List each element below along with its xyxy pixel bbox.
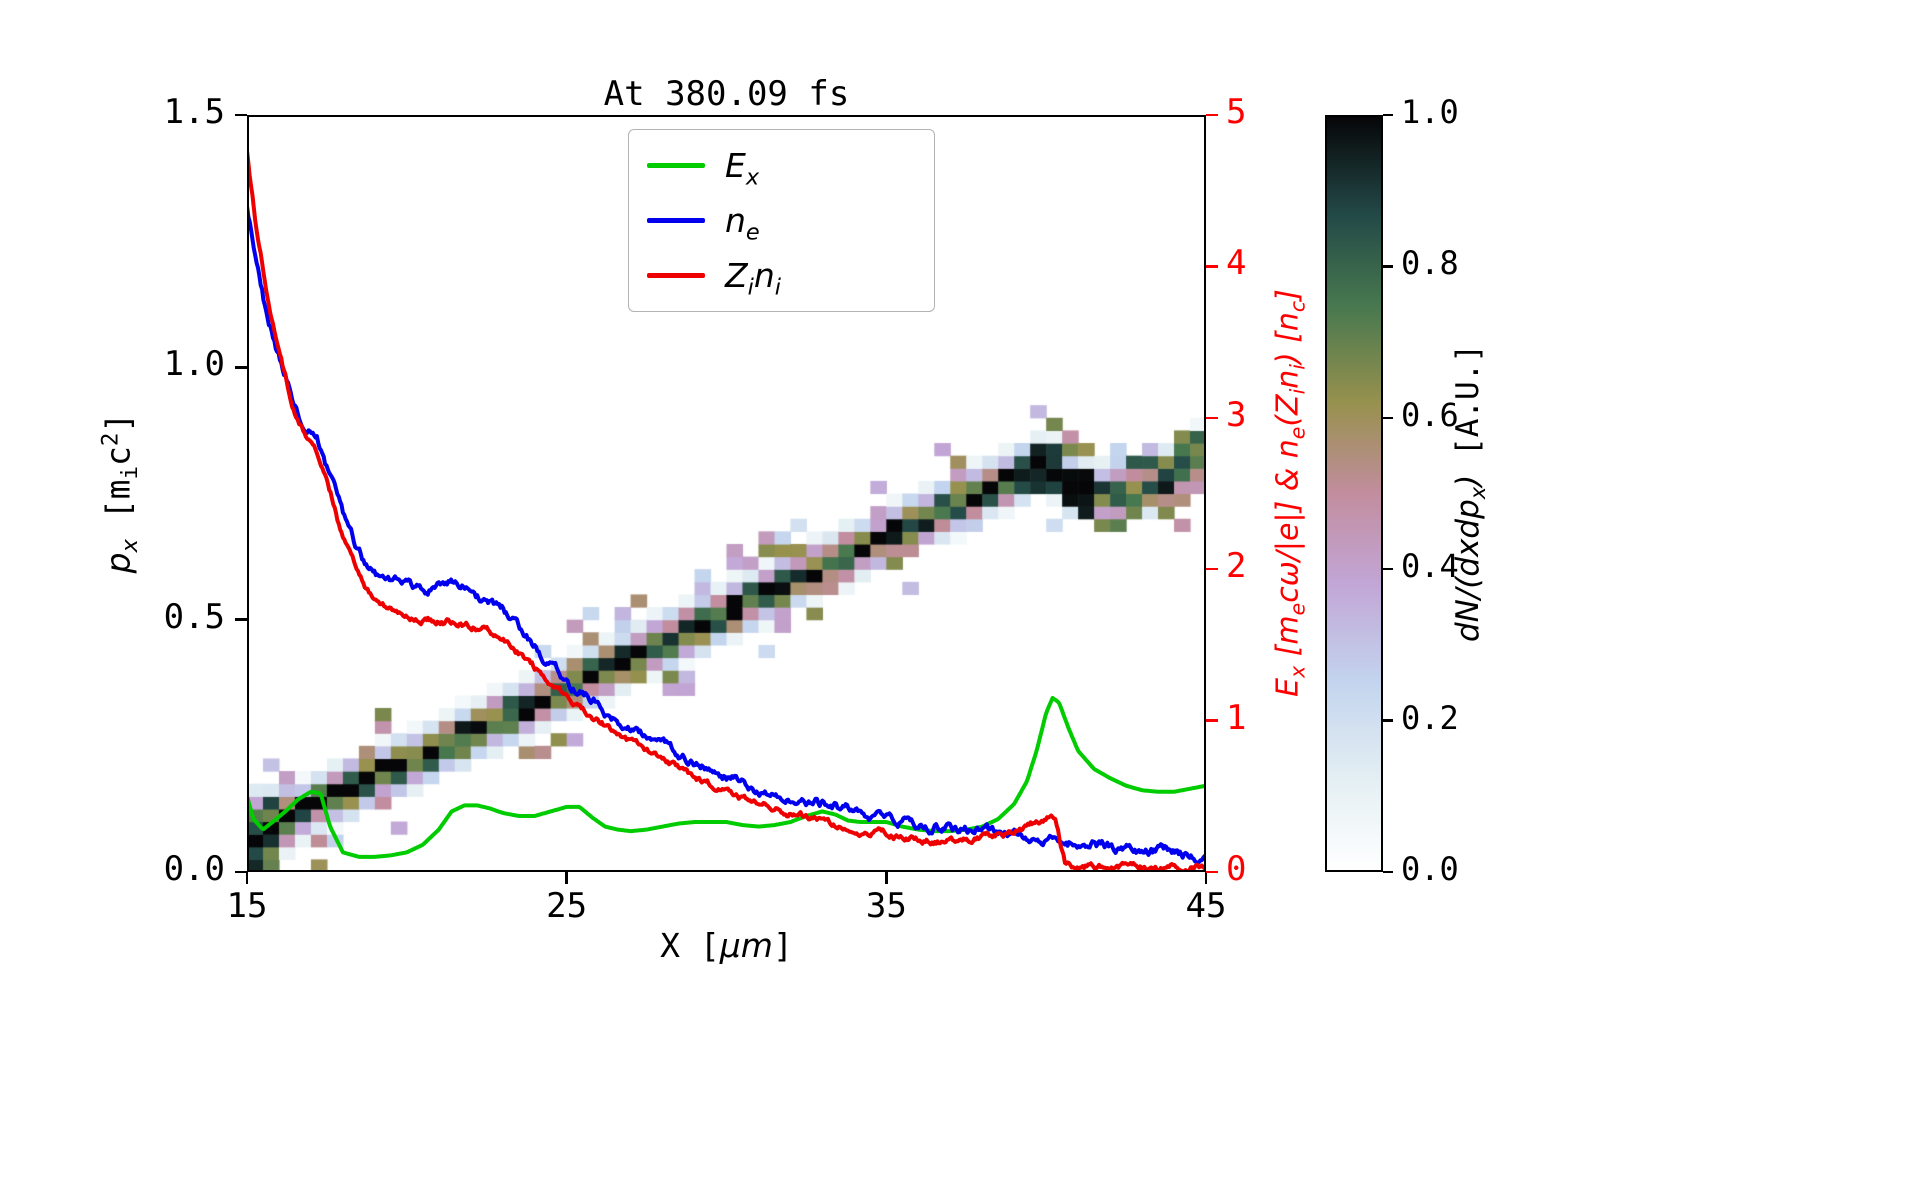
y-right-tick-mark <box>1206 265 1218 268</box>
x-tick-label: 25 <box>546 886 588 926</box>
y-left-tick-label: 1.5 <box>163 92 225 132</box>
label-part: px <box>98 539 144 574</box>
label-part: [mic2] <box>97 412 144 540</box>
x-tick-mark <box>1204 872 1208 884</box>
colorbar-tick-mark <box>1383 416 1393 420</box>
y-right-tick-label: 1 <box>1226 697 1247 738</box>
x-axis-label: X [μm] <box>247 926 1206 965</box>
legend: Ex ne Zini <box>628 129 935 312</box>
colorbar-tick-label: 1.0 <box>1401 93 1459 131</box>
y-right-tick-label: 5 <box>1226 92 1247 132</box>
colorbar-tick-label: 0.8 <box>1401 244 1459 283</box>
y-left-tick-mark <box>235 870 247 874</box>
colorbar-tick-mark <box>1383 567 1393 571</box>
y-right-tick-mark <box>1206 113 1218 117</box>
x-tick-mark <box>565 872 568 884</box>
legend-label: Ex <box>725 146 760 191</box>
y-left-tick-mark <box>235 366 247 369</box>
legend-line-swatch <box>647 163 705 168</box>
y-right-tick-label: 3 <box>1226 394 1247 435</box>
y-right-tick-mark <box>1206 416 1218 420</box>
y-right-tick-mark <box>1206 567 1218 571</box>
x-tick-label: 15 <box>226 886 268 926</box>
y-right-tick-label: 0 <box>1226 849 1247 889</box>
y-right-tick-label: 2 <box>1226 546 1247 587</box>
colorbar-label: dN/(dxdpx) [A.U.] <box>1450 344 1490 642</box>
y-right-tick-label: 4 <box>1226 243 1247 284</box>
colorbar-tick-label: 0.6 <box>1401 395 1459 434</box>
legend-line-swatch <box>647 273 705 278</box>
x-tick-mark <box>245 872 249 884</box>
label-part: X [ <box>660 926 720 965</box>
x-tick-label: 45 <box>1185 886 1227 926</box>
chart-title: At 380.09 fs <box>603 74 850 114</box>
y-axis-right-label: Ex [mecω/|e|] & ne(Zini) [nc] <box>1270 289 1310 697</box>
y-left-tick-label: 0.0 <box>163 849 225 889</box>
y-right-tick-mark <box>1206 870 1218 874</box>
legend-item: ne <box>629 201 934 246</box>
x-tick-mark <box>885 872 888 884</box>
x-tick-label: 35 <box>865 886 907 926</box>
y-right-tick-mark <box>1206 719 1218 722</box>
legend-label: ne <box>725 201 760 246</box>
label-part: ] <box>772 926 793 965</box>
colorbar-tick-label: 0.4 <box>1401 547 1459 586</box>
y-left-tick-mark <box>235 113 247 117</box>
legend-item: Zini <box>629 256 934 301</box>
colorbar-tick-mark <box>1383 265 1393 268</box>
label-part: μm <box>719 926 773 965</box>
legend-item: Ex <box>629 146 934 191</box>
y-left-tick-label: 0.5 <box>163 596 225 637</box>
colorbar-tick-label: 0.0 <box>1401 850 1459 888</box>
y-left-tick-mark <box>235 618 247 621</box>
colorbar-tick-mark <box>1383 870 1393 874</box>
label-part: Ex [mecω/|e|] & ne(Zini) [nc] <box>1270 289 1310 697</box>
colorbar-tick-mark <box>1383 113 1393 117</box>
legend-label: Zini <box>725 256 781 301</box>
legend-line-swatch <box>647 218 705 223</box>
y-left-tick-label: 1.0 <box>163 344 225 385</box>
y-axis-left-label: px [mic2] <box>97 412 144 574</box>
colorbar-tick-label: 0.2 <box>1401 698 1459 737</box>
colorbar <box>1325 115 1383 872</box>
colorbar-tick-mark <box>1383 719 1393 722</box>
